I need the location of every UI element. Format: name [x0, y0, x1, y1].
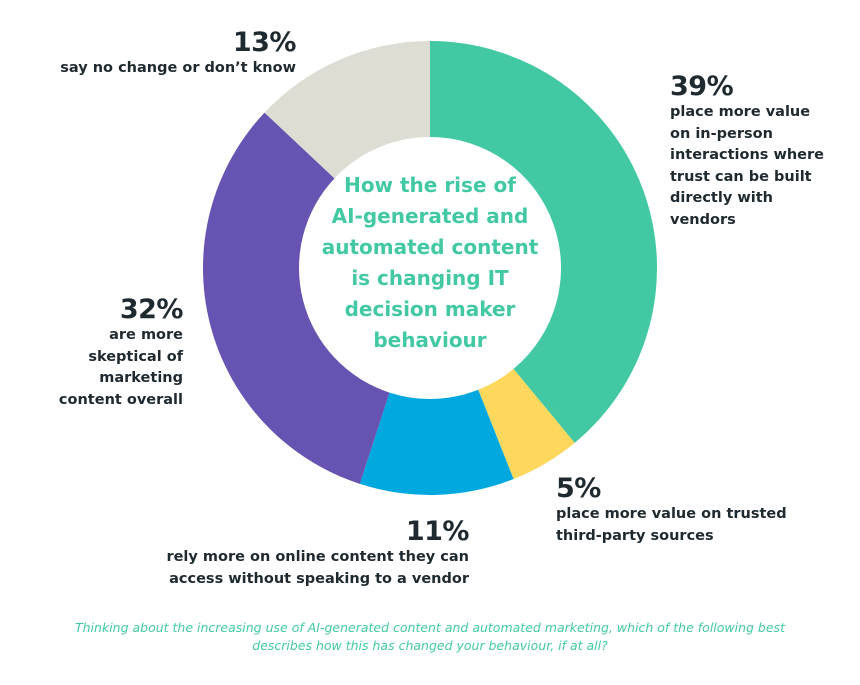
donut-slice-39-percent — [430, 41, 657, 443]
slice-percent: 39% — [670, 71, 734, 102]
slice-description-line: rely more on online content they can — [166, 549, 469, 565]
donut-slice-32-percent — [203, 112, 390, 484]
footnote-line: describes how this has changed your beha… — [252, 638, 608, 653]
slice-description-line: trust can be built — [670, 168, 812, 185]
chart-title-line: AI-generated and — [331, 204, 529, 228]
slice-description-line: skeptical of — [88, 348, 183, 365]
slice-label-39: 39% place more value on in-person intera… — [670, 72, 824, 231]
slice-percent: 13% — [232, 27, 297, 58]
chart-title-line: behaviour — [373, 328, 487, 352]
slice-description-line: say no change or don’t know — [60, 60, 296, 76]
chart-title-line: decision maker — [344, 297, 516, 321]
slice-label-11: 11% rely more on online content they can… — [166, 517, 469, 590]
donut-slice-5-percent — [478, 368, 575, 480]
chart-title-line: How the rise of — [344, 173, 516, 197]
slice-percent: 32% — [119, 294, 184, 325]
slice-description-line: on in-person — [670, 125, 773, 142]
slice-description-line: interactions where — [670, 147, 824, 163]
chart-title-line: is changing IT — [351, 266, 509, 290]
chart-title: How the rise of AI-generated and automat… — [305, 170, 555, 356]
slice-description-line: content overall — [58, 391, 183, 408]
donut-slice-11-percent — [359, 389, 514, 495]
survey-question-footnote: Thinking about the increasing use of AI-… — [40, 619, 820, 655]
chart-title-line: automated content — [321, 235, 539, 259]
donut-slice-13-percent — [264, 41, 430, 179]
slice-description-line: place more value — [670, 104, 811, 120]
slice-label-32: 32% are more skeptical of marketing cont… — [58, 294, 184, 411]
slice-description-line: directly with — [670, 190, 773, 206]
footnote-line: Thinking about the increasing use of AI-… — [75, 620, 785, 635]
slice-description-line: vendors — [670, 211, 736, 228]
slice-description-line: third-party sources — [556, 527, 714, 544]
slice-description-line: marketing — [99, 370, 183, 386]
slice-percent: 5% — [556, 473, 601, 504]
slice-description-line: place more value on trusted — [556, 506, 787, 522]
slice-label-5: 5% place more value on trusted third-par… — [556, 474, 787, 547]
slice-label-13: 13% say no change or don’t know — [60, 28, 296, 80]
slice-description-line: access without speaking to a vendor — [169, 570, 469, 587]
slice-description-line: are more — [109, 327, 183, 343]
slice-percent: 11% — [405, 516, 470, 547]
